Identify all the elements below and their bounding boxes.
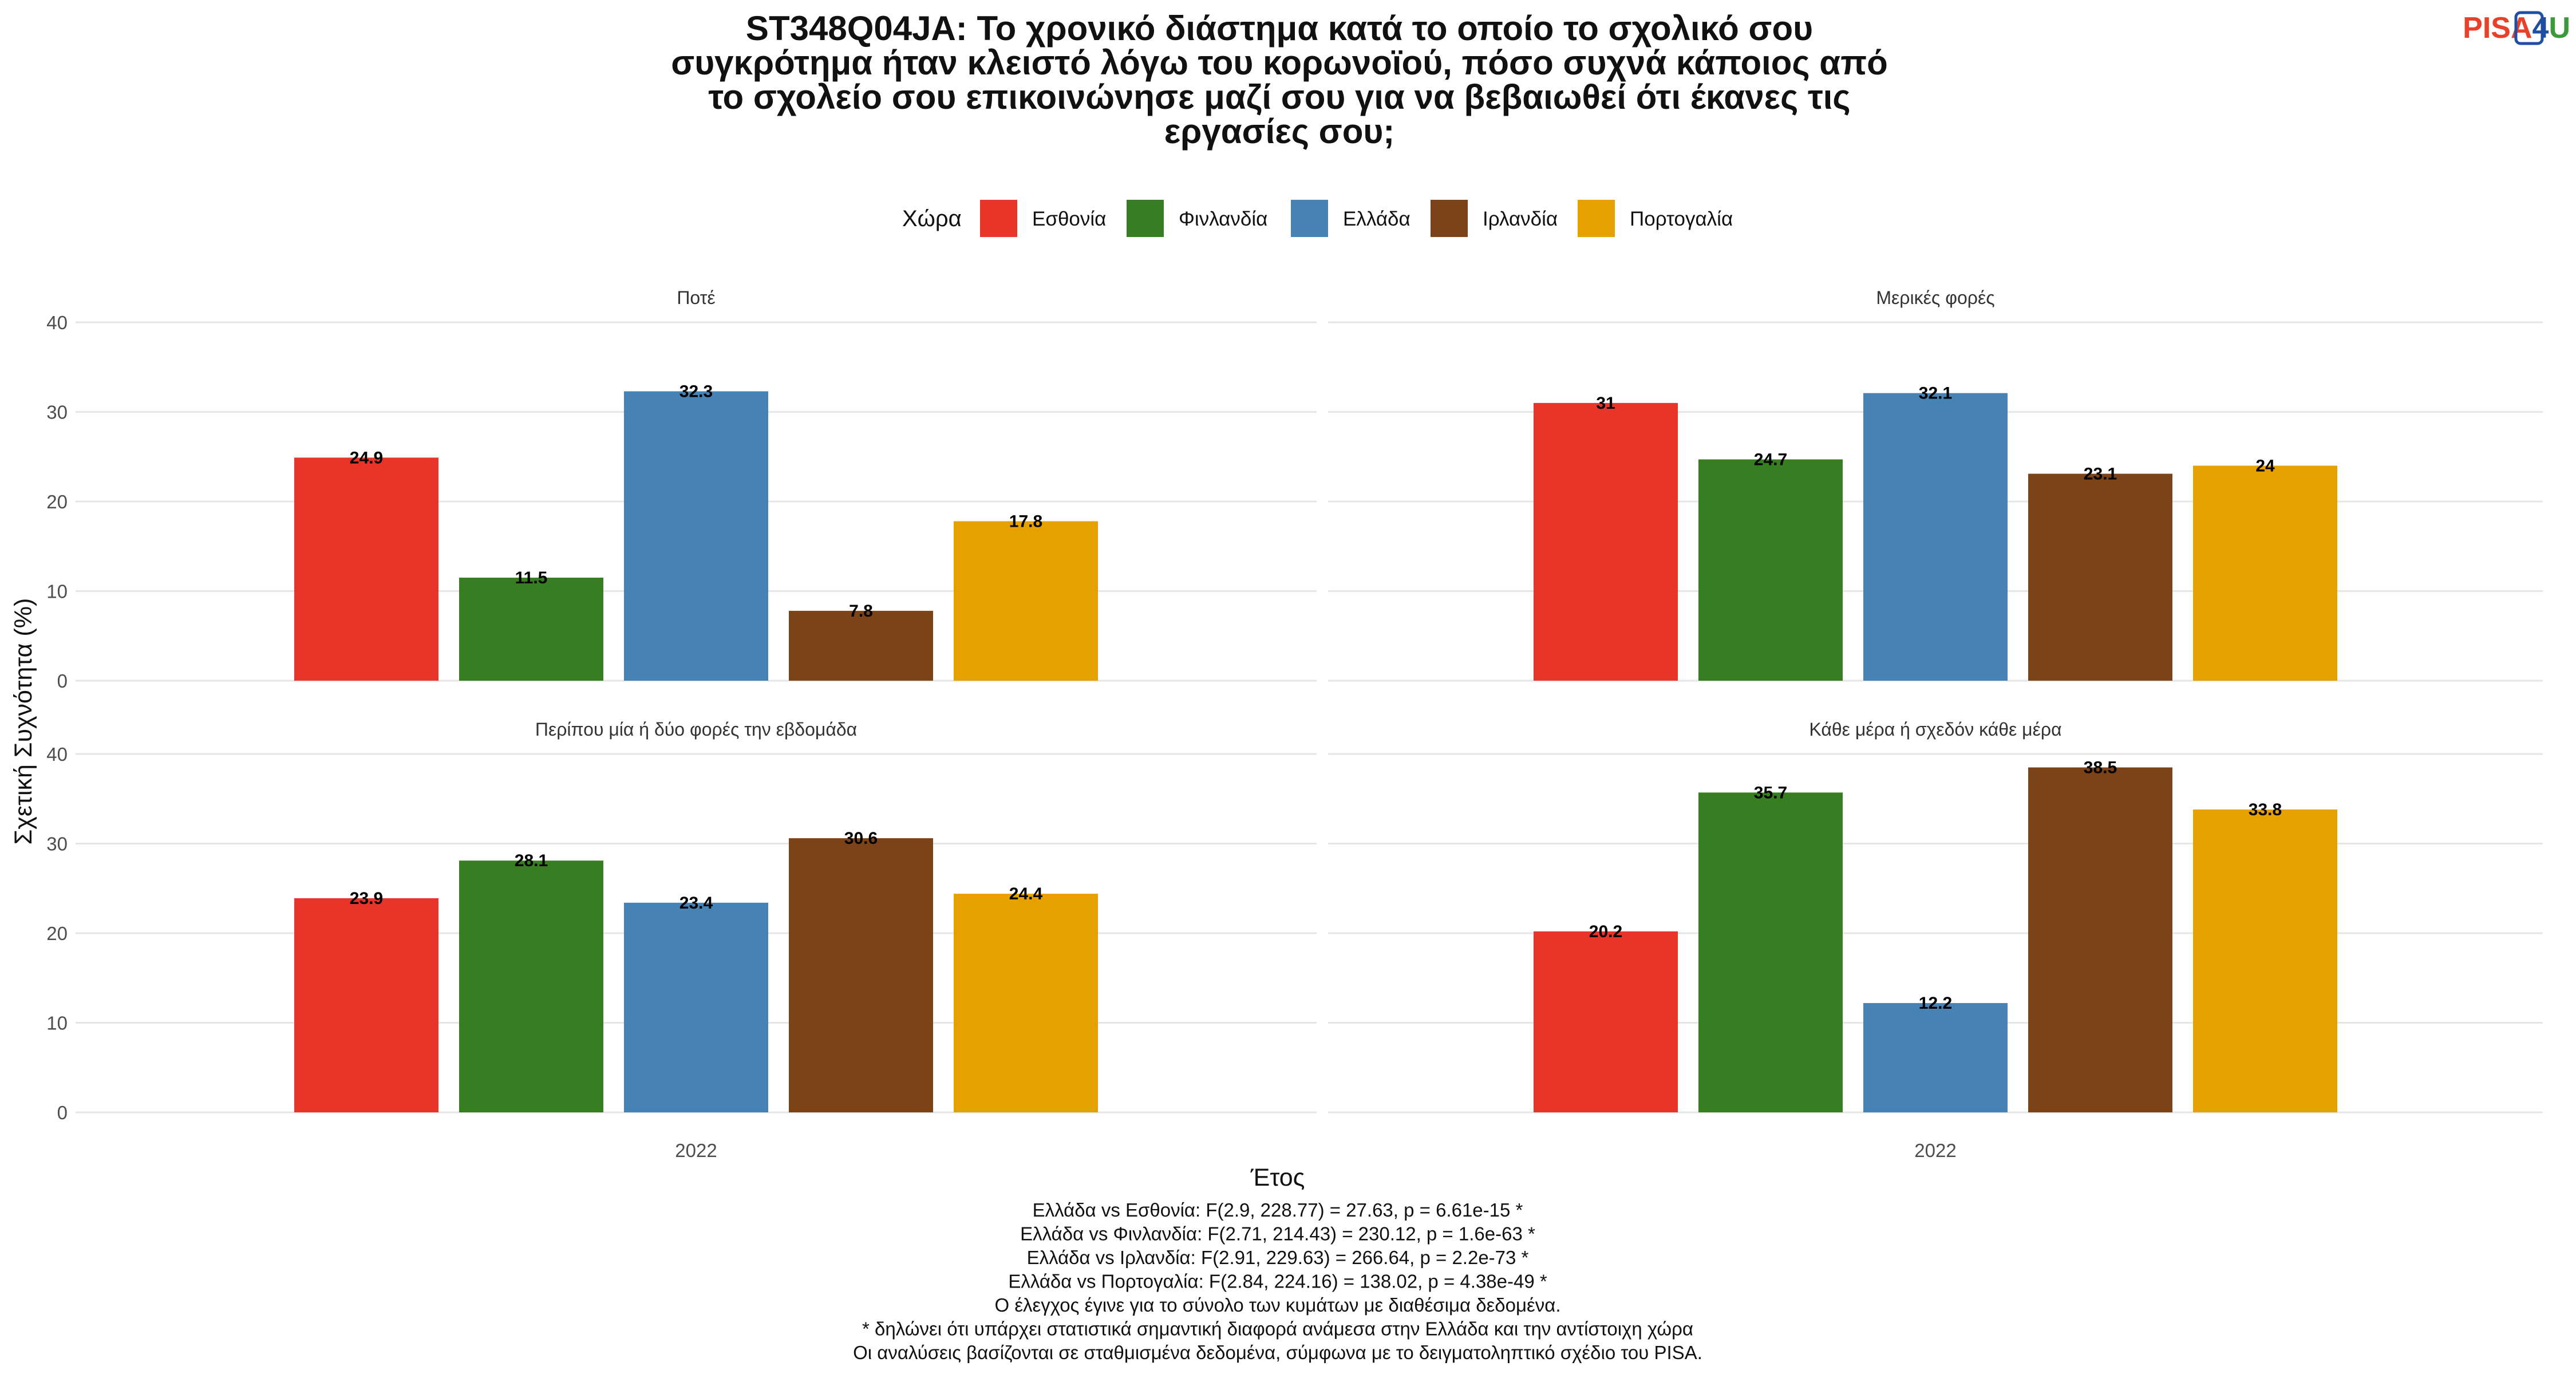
y-tick-label: 10 [46, 1013, 68, 1034]
logo-box [2514, 11, 2544, 45]
title-line: εργασίες σου; [1164, 112, 1395, 151]
data-label: 24.9 [350, 448, 383, 467]
facet-panel: Περίπου μία ή δύο φορές την εβδομάδα 0 10 2… [46, 719, 1317, 1161]
bar [954, 521, 1098, 681]
data-label: 24.7 [1754, 450, 1787, 469]
caption-line: Οι αναλύσεις βασίζονται σε σταθμισμένα δ… [853, 1342, 1702, 1363]
logo-part-4: 4 [2532, 11, 2549, 45]
bar [1698, 792, 1843, 1112]
bar [2193, 810, 2337, 1112]
data-label: 17.8 [1009, 512, 1042, 531]
bar [2193, 465, 2337, 681]
y-tick-label: 0 [57, 670, 68, 692]
legend-key [1578, 200, 1615, 237]
bar [1863, 1003, 2008, 1112]
legend-title: Χώρα [902, 206, 962, 231]
legend: Χώρα Εσθονία Φινλανδία Ελλάδα Ιρλανδία Πορτογ… [902, 200, 1733, 237]
data-label: 24 [2255, 456, 2275, 475]
facet-panel: Ποτέ 0 10 20 30 40 24.9 11.5 32.3 7.8 17.8 [46, 287, 1317, 692]
data-label: 32.1 [1919, 384, 1952, 403]
caption-line: Ο έλεγχος έγινε για το σύνολο των κυμάτω… [995, 1294, 1561, 1316]
data-label: 23.4 [679, 894, 713, 913]
bar [294, 457, 438, 681]
data-label: 20.2 [1589, 922, 1622, 941]
data-label: 33.8 [2249, 800, 2282, 819]
facet-strip-label: Κάθε μέρα ή σχεδόν κάθε μέρα [1809, 719, 2061, 740]
y-tick-label: 10 [46, 581, 68, 602]
legend-key [980, 200, 1017, 237]
facet-panel: Κάθε μέρα ή σχεδόν κάθε μέρα 20.2 35.7 12.2… [1328, 719, 2543, 1161]
y-axis-title: Σχετική Συχνότητα (%) [10, 598, 37, 845]
bar [624, 902, 768, 1112]
bar [459, 860, 603, 1112]
bar [954, 894, 1098, 1112]
title-line: συγκρότημα ήταν κλειστό λόγω του κορωνοϊ… [671, 44, 1888, 82]
data-label: 23.1 [2084, 464, 2117, 483]
bar [1534, 402, 1678, 681]
y-tick-label: 40 [46, 312, 68, 333]
data-label: 7.8 [849, 602, 873, 621]
bar [2028, 473, 2172, 681]
legend-label: Εσθονία [1032, 208, 1106, 230]
x-tick-label: 2022 [675, 1140, 717, 1161]
caption-line: Ελλάδα vs Ιρλανδία: F(2.91, 229.63) = 26… [1027, 1247, 1529, 1268]
data-label: 23.9 [350, 889, 383, 908]
logo-part-u: U [2549, 11, 2570, 45]
data-label: 32.3 [679, 382, 713, 401]
legend-key [1291, 200, 1328, 237]
facet-strip-label: Μερικές φορές [1876, 287, 1994, 308]
y-tick-label: 20 [46, 923, 68, 944]
caption-line: Ελλάδα vs Πορτογαλία: F(2.84, 224.16) = … [1008, 1271, 1547, 1292]
bar [1863, 393, 2008, 681]
legend-label: Πορτογαλία [1630, 208, 1733, 230]
y-tick-label: 30 [46, 402, 68, 423]
y-tick-label: 20 [46, 491, 68, 512]
legend-label: Φινλανδία [1179, 208, 1267, 230]
facet-panels: Ποτέ 0 10 20 30 40 24.9 11.5 32.3 7.8 17.8 Μερικές … [46, 287, 2543, 1161]
logo-part-pisa: PISA [2463, 11, 2532, 45]
legend-label: Ιρλανδία [1483, 208, 1558, 230]
data-label: 31 [1596, 394, 1615, 413]
caption-line: Ελλάδα vs Εσθονία: F(2.9, 228.77) = 27.6… [1033, 1199, 1523, 1221]
bar [789, 610, 933, 681]
facet-strip-label: Ποτέ [677, 287, 715, 308]
caption-line: Ελλάδα vs Φινλανδία: F(2.71, 214.43) = 2… [1020, 1223, 1535, 1245]
caption: Ελλάδα vs Εσθονία: F(2.9, 228.77) = 27.6… [853, 1199, 1702, 1363]
title-line: το σχολείο σου επικοινώνησε μαζί σου για… [708, 78, 1850, 116]
data-label: 28.1 [515, 851, 548, 870]
data-label: 11.5 [515, 568, 548, 587]
y-tick-label: 30 [46, 834, 68, 855]
data-label: 12.2 [1919, 994, 1952, 1013]
bar [2028, 767, 2172, 1112]
data-label: 38.5 [2084, 758, 2117, 777]
bar [294, 898, 438, 1112]
bar [1698, 459, 1843, 681]
caption-line: * δηλώνει ότι υπάρχει στατιστικά σημαντι… [862, 1318, 1693, 1340]
y-tick-label: 40 [46, 744, 68, 765]
legend-label: Ελλάδα [1343, 208, 1411, 230]
data-label: 35.7 [1754, 783, 1787, 802]
pisa4u-logo: PISA4U [2463, 11, 2570, 45]
data-label: 24.4 [1009, 885, 1043, 903]
title-line: ST348Q04JA: Το χρονικό διάστημα κατά το … [746, 9, 1813, 48]
bar [1534, 931, 1678, 1112]
facet-strip-label: Περίπου μία ή δύο φορές την εβδομάδα [535, 719, 857, 740]
x-axis-title: Έτος [1250, 1164, 1305, 1191]
data-label: 30.6 [844, 829, 878, 848]
logo-text: PISA4U [2463, 11, 2570, 45]
bar [789, 838, 933, 1112]
chart-title: ST348Q04JA: Το χρονικό διάστημα κατά το … [671, 9, 1888, 151]
facet-panel: Μερικές φορές 31 24.7 32.1 23.1 24 [1328, 287, 2543, 682]
x-tick-label: 2022 [1914, 1140, 1956, 1161]
legend-key [1431, 200, 1468, 237]
legend-key [1127, 200, 1164, 237]
bar [459, 578, 603, 681]
bar [624, 391, 768, 681]
y-tick-label: 0 [57, 1102, 68, 1123]
